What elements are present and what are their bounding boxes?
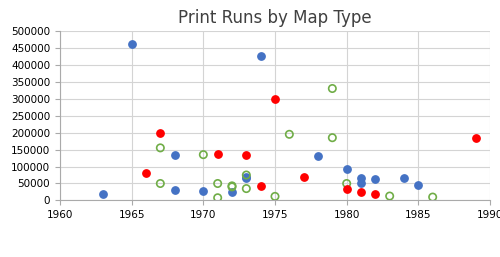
Strip Map — [386, 194, 394, 198]
Region — [357, 181, 365, 186]
Strip Map — [228, 184, 236, 188]
Strip Map — [328, 136, 336, 140]
Strip Map — [242, 173, 250, 177]
Region — [242, 175, 250, 179]
Holiday area — [256, 184, 264, 188]
Title: Print Runs by Map Type: Print Runs by Map Type — [178, 8, 372, 26]
Region — [372, 177, 380, 181]
Holiday area — [342, 187, 350, 191]
Strip Map — [214, 196, 222, 200]
Holiday area — [156, 131, 164, 135]
Strip Map — [156, 181, 164, 186]
Region — [256, 54, 264, 58]
Region — [242, 176, 250, 180]
Region — [400, 176, 408, 180]
Strip Map — [214, 181, 222, 186]
Holiday area — [372, 192, 380, 196]
Region — [357, 176, 365, 180]
Strip Map — [328, 86, 336, 90]
Region — [228, 190, 236, 194]
Holiday area — [242, 153, 250, 157]
Strip Map — [286, 132, 294, 136]
Region — [314, 154, 322, 158]
Strip Map — [271, 194, 279, 198]
Holiday area — [357, 190, 365, 194]
Strip Map — [242, 187, 250, 191]
Holiday area — [300, 175, 308, 179]
Region — [170, 153, 178, 157]
Holiday area — [214, 152, 222, 156]
Legend: Region, Strip Map, Holiday area: Region, Strip Map, Holiday area — [142, 253, 408, 257]
Strip Map — [228, 185, 236, 189]
Strip Map — [428, 195, 436, 199]
Strip Map — [156, 146, 164, 150]
Strip Map — [200, 153, 207, 157]
Holiday area — [472, 136, 480, 140]
Region — [128, 42, 136, 47]
Holiday area — [142, 171, 150, 175]
Strip Map — [342, 181, 350, 186]
Region — [170, 188, 178, 192]
Region — [99, 192, 107, 196]
Region — [200, 189, 207, 193]
Region — [414, 183, 422, 187]
Region — [342, 167, 350, 171]
Holiday area — [271, 97, 279, 101]
